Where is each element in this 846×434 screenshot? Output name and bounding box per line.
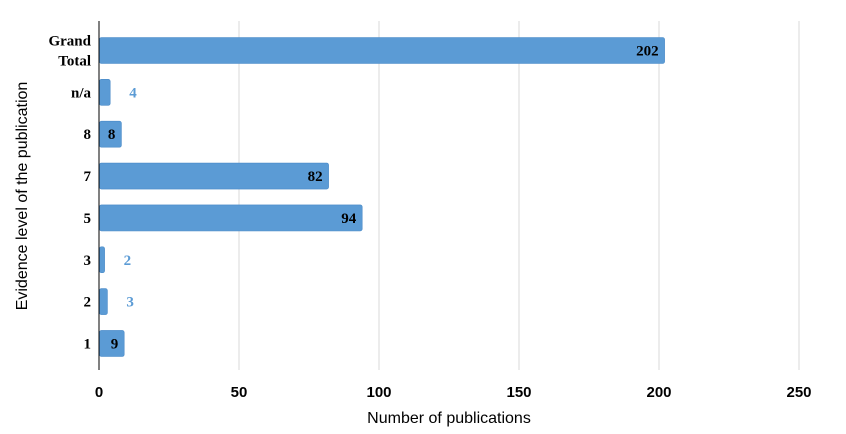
x-tick-label: 0 xyxy=(95,384,103,401)
x-axis-title: Number of publications xyxy=(367,410,531,427)
x-tick-label: 150 xyxy=(506,384,531,401)
category-label: n/a xyxy=(71,85,92,101)
gridlines xyxy=(238,21,800,370)
data-label: 2 xyxy=(124,253,132,269)
category-label-line: 1 xyxy=(84,336,92,352)
category-label-line: n/a xyxy=(71,85,92,101)
bar xyxy=(99,37,665,64)
category-label-line: Grand xyxy=(48,34,91,50)
x-tick-labels: 0 50 100 150 200 250 xyxy=(95,384,812,401)
category-label-line: 3 xyxy=(84,253,92,269)
y-axis-title: Evidence level of the publication xyxy=(14,82,31,311)
category-label-line: Total xyxy=(58,54,91,70)
bars: 202 4 8 82 94 2 3 9 xyxy=(99,37,665,357)
bar xyxy=(99,79,111,106)
data-label: 82 xyxy=(308,169,323,185)
category-label: 1 xyxy=(84,336,92,352)
bar xyxy=(99,288,108,315)
category-label: Grand Total xyxy=(48,34,91,70)
category-label: 3 xyxy=(84,253,92,269)
data-label: 8 xyxy=(108,127,116,143)
category-label-line: 2 xyxy=(84,295,92,311)
data-label: 3 xyxy=(126,295,133,311)
category-label: 7 xyxy=(84,169,92,185)
x-tick-label: 200 xyxy=(646,384,671,401)
data-label: 202 xyxy=(636,44,659,60)
category-label-line: 8 xyxy=(84,127,92,143)
x-tick-label: 50 xyxy=(231,384,248,401)
y-category-labels: Grand Total n/a 8 7 5 3 2 1 xyxy=(48,34,91,353)
bar xyxy=(99,246,105,274)
x-tick-label: 100 xyxy=(366,384,391,401)
category-label: 5 xyxy=(84,211,92,227)
category-label: 8 xyxy=(84,127,92,143)
category-label-line: 7 xyxy=(84,169,92,185)
x-tick-label: 250 xyxy=(786,384,811,401)
bar xyxy=(99,204,363,232)
category-label-line: 5 xyxy=(84,211,92,227)
category-label: 2 xyxy=(84,295,92,311)
data-label: 4 xyxy=(129,85,137,101)
data-label: 94 xyxy=(341,211,357,227)
bar xyxy=(99,162,329,190)
data-label: 9 xyxy=(111,336,119,352)
